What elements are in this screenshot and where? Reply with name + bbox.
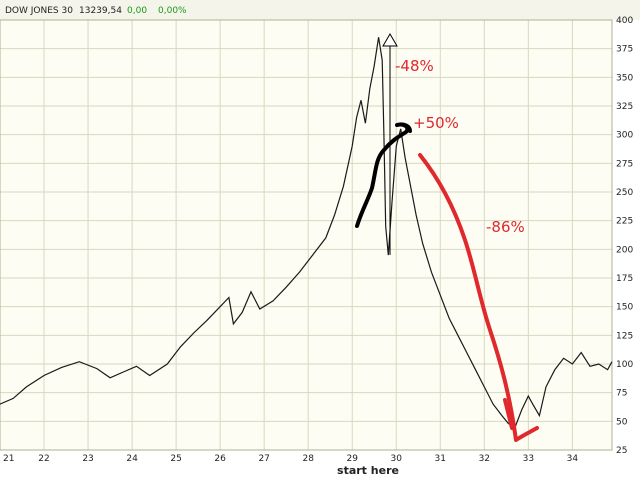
index-name: DOW JONES 30 [5, 6, 73, 16]
y-tick-label: 100 [616, 360, 633, 370]
x-tick-label: 31 [435, 454, 446, 464]
x-tick-label: 27 [258, 454, 269, 464]
y-tick-label: 300 [616, 131, 633, 141]
index-change: 0,00 [127, 6, 147, 16]
y-tick-label: 350 [616, 73, 633, 83]
y-tick-label: 250 [616, 188, 633, 198]
x-tick-label: 21 [3, 454, 14, 464]
x-tick-label: 28 [302, 454, 314, 464]
red-decline-stroke [418, 153, 539, 442]
y-tick-label: 150 [616, 303, 633, 313]
y-tick-label: 25 [616, 446, 627, 456]
y-tick-label: 175 [616, 274, 633, 284]
x-tick-label: 30 [391, 454, 403, 464]
price-line [0, 37, 613, 428]
annotation-minus-86: -86% [486, 218, 525, 236]
x-axis-label: start here [337, 464, 399, 477]
x-tick-label: 25 [170, 454, 181, 464]
red-arrowhead-stroke [503, 398, 514, 430]
plot-frame [0, 19, 613, 451]
grid-layer [0, 19, 613, 451]
annotation-layer: -48% +50% -86% [355, 33, 539, 442]
x-tick-label: 32 [479, 454, 490, 464]
annotation-plus-50: +50% [413, 114, 459, 132]
y-tick-label: 200 [616, 245, 633, 255]
index-value: 13239,54 [79, 6, 122, 16]
tick-layer: 25 50 75 100 125 150 175 200 225 250 275 300 325 350 3… [3, 16, 633, 464]
y-tick-label: 400 [616, 16, 633, 26]
annotation-minus-48: -48% [395, 57, 434, 75]
x-tick-label: 29 [347, 454, 359, 464]
y-tick-label: 325 [616, 102, 633, 112]
y-tick-label: 275 [616, 159, 633, 169]
header-bar [0, 0, 640, 20]
plot-background [0, 20, 612, 450]
index-change-pct: 0,00% [158, 6, 187, 16]
y-tick-label: 375 [616, 45, 633, 55]
y-tick-label: 75 [616, 389, 627, 399]
y-tick-label: 125 [616, 331, 633, 341]
x-tick-label: 26 [214, 454, 226, 464]
y-tick-label: 225 [616, 217, 633, 227]
black-rebound-stroke [355, 122, 412, 228]
x-tick-label: 22 [38, 454, 49, 464]
up-arrow-icon [382, 33, 398, 47]
x-tick-label: 33 [523, 454, 534, 464]
x-tick-label: 23 [82, 454, 93, 464]
y-tick-label: 50 [616, 417, 628, 427]
x-tick-label: 34 [567, 454, 579, 464]
x-tick-label: 24 [126, 454, 138, 464]
